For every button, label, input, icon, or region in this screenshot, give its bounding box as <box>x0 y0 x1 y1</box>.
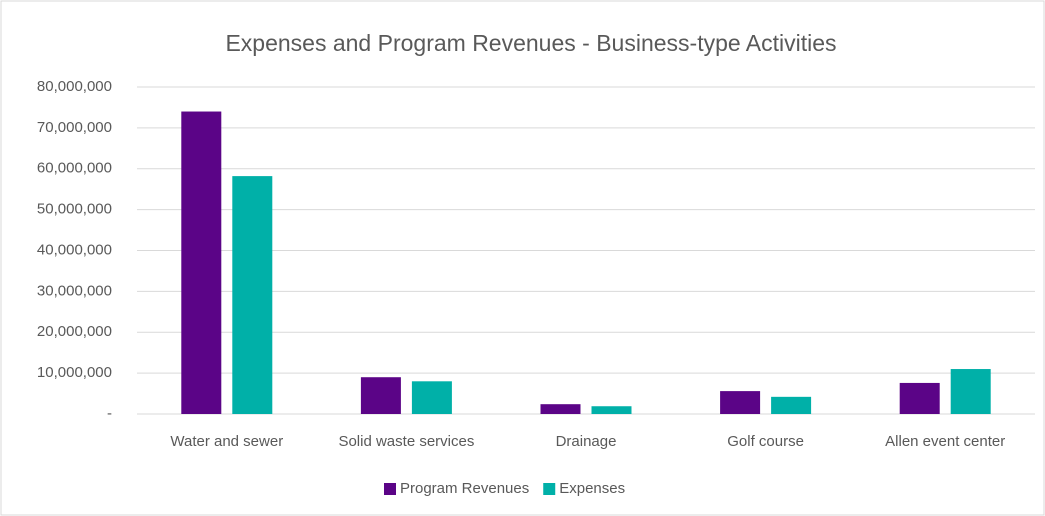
y-tick-label: 60,000,000 <box>37 160 112 177</box>
x-tick-label: Drainage <box>556 433 617 450</box>
x-tick-label: Water and sewer <box>170 433 283 450</box>
y-tick-label: 40,000,000 <box>37 241 112 258</box>
bar <box>591 406 632 414</box>
bar <box>720 391 761 414</box>
legend-swatch <box>384 483 396 495</box>
bar <box>899 382 940 414</box>
y-tick-label: 20,000,000 <box>37 323 112 340</box>
bar <box>411 381 452 414</box>
bar <box>181 111 222 415</box>
y-tick-label: - <box>107 405 112 422</box>
bar <box>771 396 812 414</box>
y-tick-label: 80,000,000 <box>37 78 112 95</box>
chart-title: Expenses and Program Revenues - Business… <box>225 30 836 56</box>
bar <box>360 377 401 414</box>
bar <box>540 404 581 414</box>
x-tick-label: Allen event center <box>885 433 1005 450</box>
y-tick-label: 50,000,000 <box>37 201 112 218</box>
y-tick-label: 30,000,000 <box>37 282 112 299</box>
x-tick-label: Golf course <box>727 433 804 450</box>
x-tick-label: Solid waste services <box>338 433 474 450</box>
bar <box>950 369 991 414</box>
bar <box>232 176 273 414</box>
legend-label: Program Revenues <box>400 480 529 497</box>
y-tick-label: 70,000,000 <box>37 119 112 136</box>
legend-swatch <box>543 483 556 495</box>
y-tick-label: 10,000,000 <box>37 364 112 381</box>
legend-label: Expenses <box>559 480 625 497</box>
